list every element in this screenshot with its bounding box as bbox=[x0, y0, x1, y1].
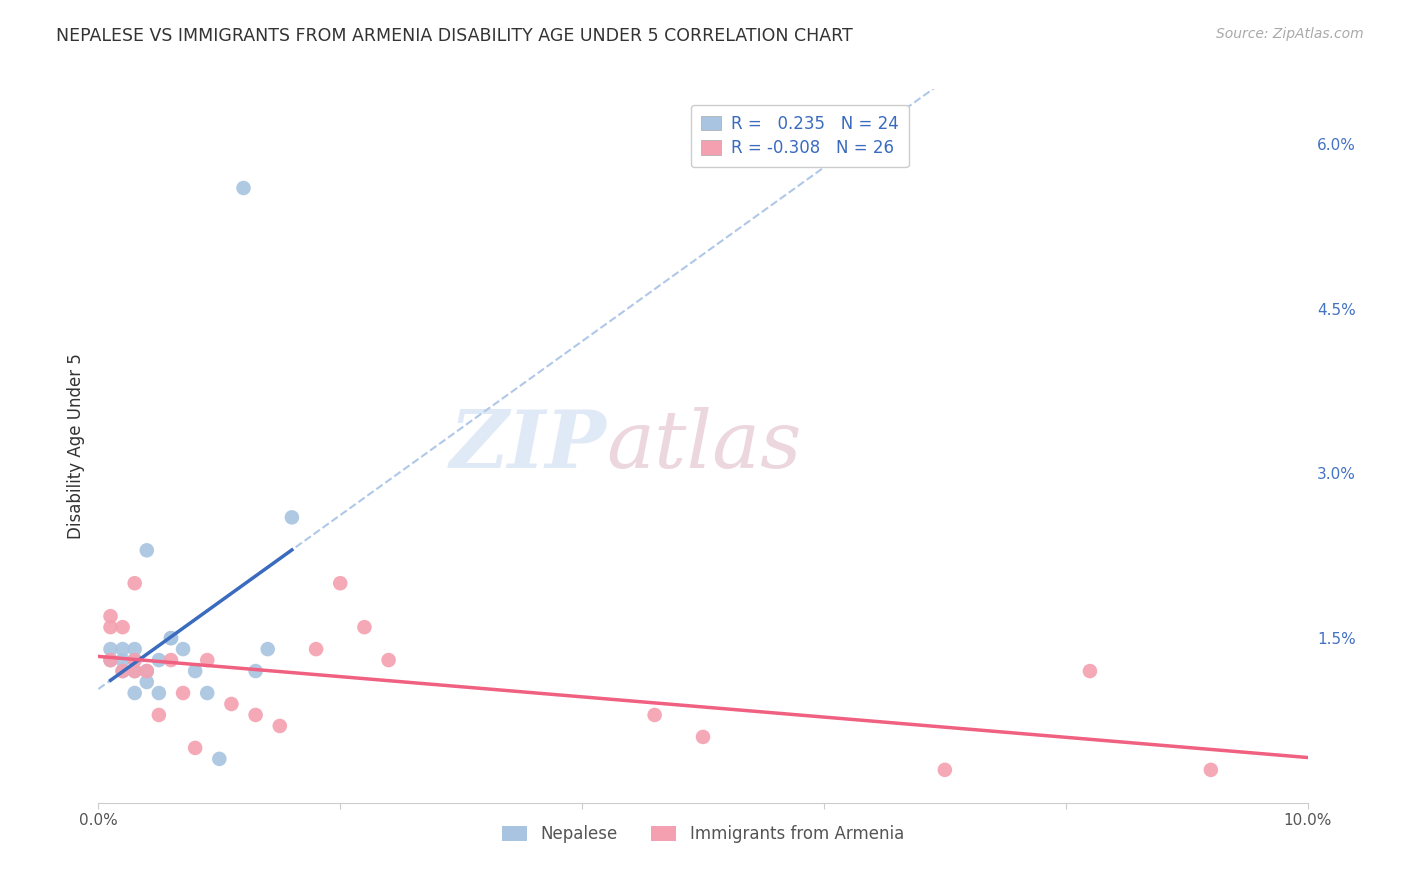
Point bbox=[256, 642, 278, 657]
Point bbox=[281, 510, 304, 524]
Point bbox=[100, 642, 122, 657]
Point bbox=[1078, 664, 1101, 678]
Point bbox=[353, 620, 375, 634]
Point bbox=[148, 653, 170, 667]
Point bbox=[245, 664, 267, 678]
Point bbox=[124, 642, 146, 657]
Point bbox=[692, 730, 714, 744]
Point bbox=[135, 675, 157, 690]
Point bbox=[111, 664, 134, 678]
Point bbox=[208, 752, 231, 766]
Point bbox=[232, 181, 254, 195]
Point bbox=[124, 576, 146, 591]
Point bbox=[377, 653, 399, 667]
Point bbox=[148, 708, 170, 723]
Point bbox=[160, 653, 183, 667]
Text: NEPALESE VS IMMIGRANTS FROM ARMENIA DISABILITY AGE UNDER 5 CORRELATION CHART: NEPALESE VS IMMIGRANTS FROM ARMENIA DISA… bbox=[56, 27, 853, 45]
Point bbox=[111, 653, 134, 667]
Point bbox=[172, 686, 194, 700]
Point bbox=[160, 631, 183, 645]
Point bbox=[124, 664, 146, 678]
Point bbox=[111, 664, 134, 678]
Point bbox=[100, 609, 122, 624]
Point bbox=[100, 653, 122, 667]
Point bbox=[184, 664, 207, 678]
Point bbox=[124, 686, 146, 700]
Point bbox=[100, 620, 122, 634]
Point bbox=[644, 708, 666, 723]
Y-axis label: Disability Age Under 5: Disability Age Under 5 bbox=[66, 353, 84, 539]
Point bbox=[148, 686, 170, 700]
Point bbox=[184, 740, 207, 755]
Point bbox=[135, 543, 157, 558]
Point bbox=[195, 653, 218, 667]
Point bbox=[135, 664, 157, 678]
Point bbox=[160, 631, 183, 645]
Point bbox=[195, 686, 218, 700]
Point bbox=[124, 653, 146, 667]
Text: ZIP: ZIP bbox=[450, 408, 606, 484]
Point bbox=[1199, 763, 1222, 777]
Point bbox=[111, 620, 134, 634]
Legend: Nepalese, Immigrants from Armenia: Nepalese, Immigrants from Armenia bbox=[494, 817, 912, 852]
Text: atlas: atlas bbox=[606, 408, 801, 484]
Text: Source: ZipAtlas.com: Source: ZipAtlas.com bbox=[1216, 27, 1364, 41]
Point bbox=[305, 642, 328, 657]
Point bbox=[329, 576, 352, 591]
Point bbox=[221, 697, 243, 711]
Point bbox=[100, 653, 122, 667]
Point bbox=[135, 664, 157, 678]
Point bbox=[124, 653, 146, 667]
Point bbox=[111, 642, 134, 657]
Point bbox=[124, 664, 146, 678]
Point bbox=[172, 642, 194, 657]
Point bbox=[934, 763, 956, 777]
Point bbox=[245, 708, 267, 723]
Point bbox=[269, 719, 291, 733]
